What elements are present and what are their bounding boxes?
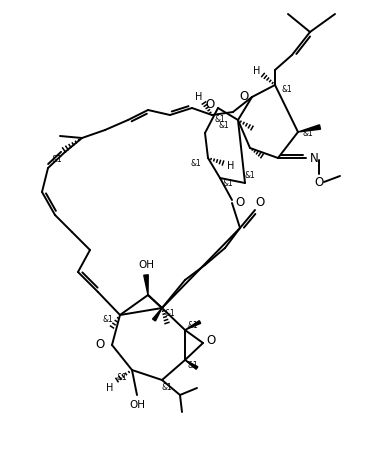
Polygon shape <box>185 321 201 330</box>
Text: &1: &1 <box>161 383 172 392</box>
Polygon shape <box>298 125 321 132</box>
Text: OH: OH <box>129 400 145 410</box>
Text: O: O <box>205 98 215 112</box>
Text: &1: &1 <box>303 130 314 139</box>
Text: OH: OH <box>138 260 154 270</box>
Text: &1: &1 <box>187 321 198 330</box>
Text: &1: &1 <box>215 115 225 124</box>
Text: &1: &1 <box>282 85 293 94</box>
Text: &1: &1 <box>223 179 233 188</box>
Text: O: O <box>239 89 249 103</box>
Text: &1: &1 <box>103 315 113 324</box>
Polygon shape <box>152 308 162 321</box>
Text: N: N <box>310 152 318 164</box>
Text: &1: &1 <box>165 308 175 317</box>
Text: O: O <box>207 334 216 348</box>
Text: H: H <box>227 161 235 171</box>
Text: &1: &1 <box>52 155 62 164</box>
Polygon shape <box>185 360 198 369</box>
Text: H: H <box>253 66 261 76</box>
Text: &1: &1 <box>117 373 127 382</box>
Text: O: O <box>314 175 324 189</box>
Text: &1: &1 <box>187 361 198 370</box>
Text: &1: &1 <box>191 159 202 168</box>
Text: &1: &1 <box>245 171 255 180</box>
Text: H: H <box>195 92 203 102</box>
Text: O: O <box>235 196 245 209</box>
Text: O: O <box>95 339 105 352</box>
Text: O: O <box>255 196 265 209</box>
Text: H: H <box>106 383 114 393</box>
Polygon shape <box>144 275 148 295</box>
Text: &1: &1 <box>219 121 230 130</box>
